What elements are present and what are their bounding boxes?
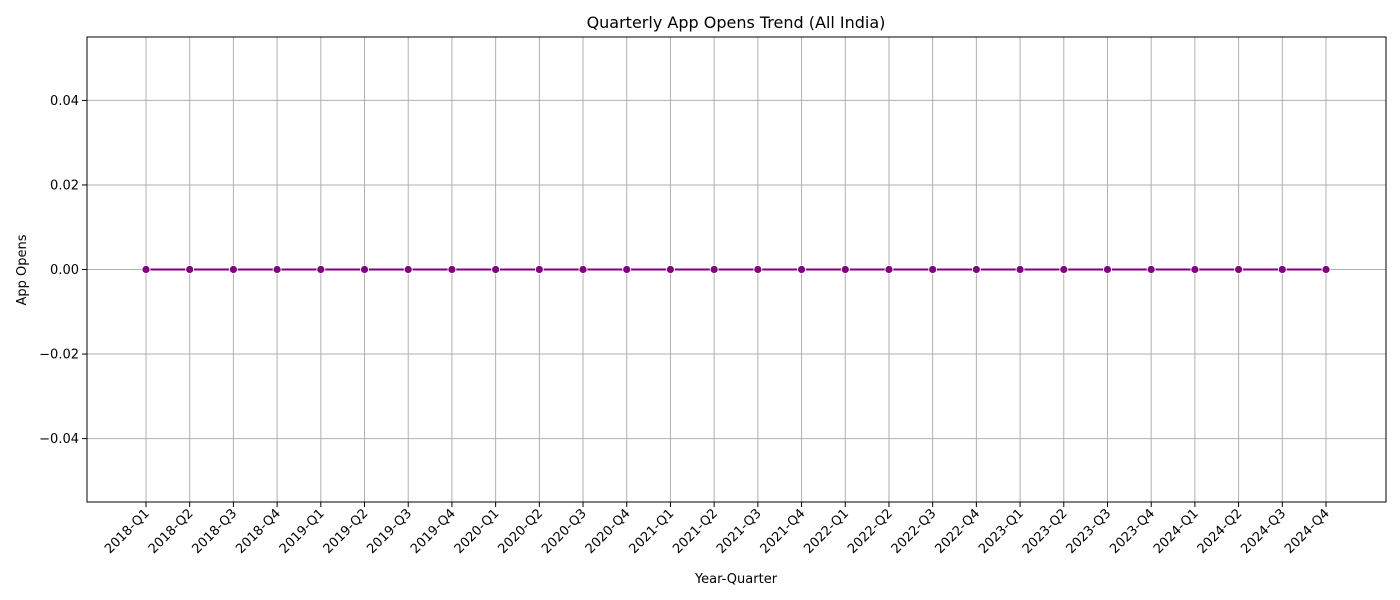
data-point bbox=[534, 265, 544, 274]
data-point bbox=[316, 265, 326, 274]
data-point bbox=[141, 265, 151, 274]
y-axis-label: App Opens bbox=[15, 234, 30, 305]
chart-title: Quarterly App Opens Trend (All India) bbox=[587, 13, 886, 32]
data-point bbox=[1015, 265, 1025, 274]
data-point bbox=[1103, 265, 1112, 274]
data-point bbox=[1190, 265, 1200, 274]
y-tick-label: −0.04 bbox=[39, 432, 79, 447]
data-point bbox=[1321, 265, 1331, 274]
data-point bbox=[403, 265, 413, 274]
y-tick-label: 0.02 bbox=[50, 178, 79, 193]
y-tick-label: 0.00 bbox=[50, 263, 79, 278]
x-axis-label: Year-Quarter bbox=[694, 572, 778, 587]
data-point bbox=[1146, 265, 1156, 274]
data-point bbox=[360, 265, 369, 274]
data-point bbox=[491, 265, 501, 274]
data-point bbox=[622, 265, 632, 274]
y-axis-ticks: −0.04 −0.02 0.00 0.02 0.04 bbox=[39, 94, 87, 447]
data-point bbox=[753, 265, 763, 274]
data-point bbox=[272, 265, 282, 274]
data-point bbox=[1277, 265, 1287, 274]
data-point bbox=[447, 265, 457, 274]
series-layer bbox=[141, 265, 1331, 274]
y-tick-label: 0.04 bbox=[50, 94, 79, 109]
data-point bbox=[797, 265, 806, 274]
data-point bbox=[578, 265, 588, 274]
data-point bbox=[1234, 265, 1243, 274]
data-point bbox=[666, 265, 675, 274]
data-point bbox=[840, 265, 850, 274]
data-point bbox=[185, 265, 195, 274]
data-point bbox=[709, 265, 719, 274]
data-point bbox=[928, 265, 938, 274]
y-tick-label: −0.02 bbox=[39, 348, 79, 363]
data-point bbox=[884, 265, 894, 274]
data-point bbox=[1059, 265, 1069, 274]
data-point bbox=[971, 265, 981, 274]
data-point bbox=[229, 265, 238, 274]
